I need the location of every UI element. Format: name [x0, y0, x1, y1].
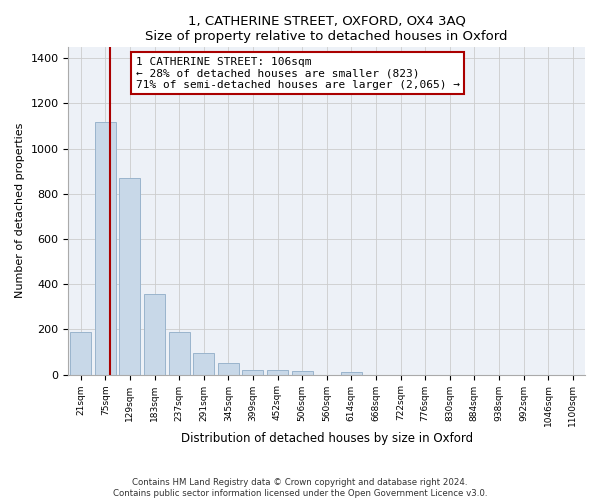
Bar — [70, 332, 91, 374]
Bar — [95, 122, 116, 374]
Text: 1 CATHERINE STREET: 106sqm
← 28% of detached houses are smaller (823)
71% of sem: 1 CATHERINE STREET: 106sqm ← 28% of deta… — [136, 57, 460, 90]
Bar — [242, 370, 263, 374]
Bar — [267, 370, 288, 374]
X-axis label: Distribution of detached houses by size in Oxford: Distribution of detached houses by size … — [181, 432, 473, 445]
Bar — [119, 178, 140, 374]
Bar — [193, 353, 214, 374]
Bar — [169, 332, 190, 374]
Bar — [341, 372, 362, 374]
Title: 1, CATHERINE STREET, OXFORD, OX4 3AQ
Size of property relative to detached house: 1, CATHERINE STREET, OXFORD, OX4 3AQ Siz… — [145, 15, 508, 43]
Bar — [218, 363, 239, 374]
Bar — [144, 294, 165, 374]
Bar — [292, 371, 313, 374]
Text: Contains HM Land Registry data © Crown copyright and database right 2024.
Contai: Contains HM Land Registry data © Crown c… — [113, 478, 487, 498]
Y-axis label: Number of detached properties: Number of detached properties — [15, 123, 25, 298]
